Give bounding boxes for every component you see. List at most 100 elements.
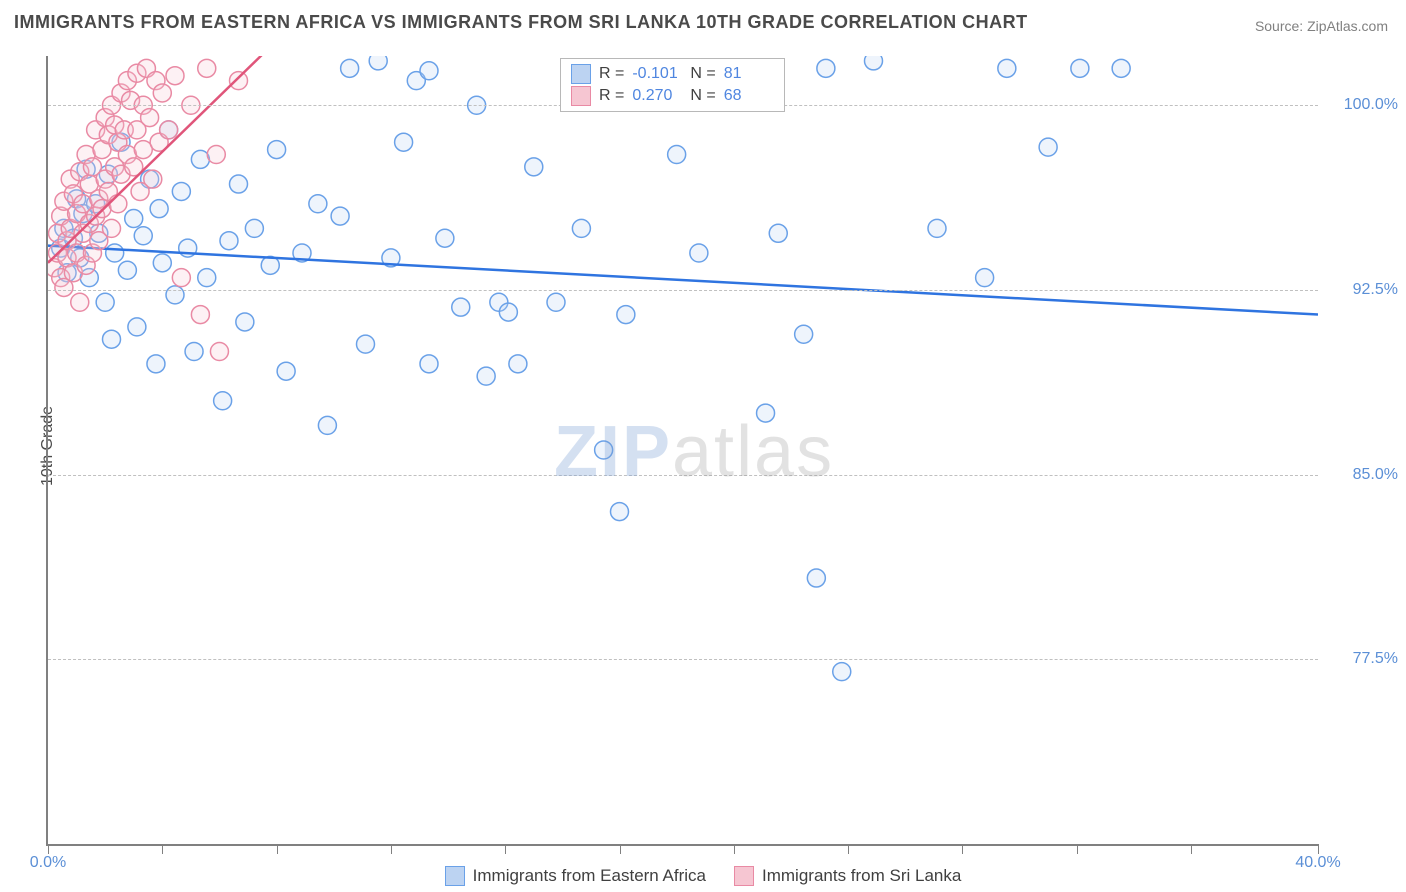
scatter-point [357,335,375,353]
scatter-point [331,207,349,225]
scatter-point [690,244,708,262]
scatter-point [144,170,162,188]
scatter-plot-area: 77.5%85.0%92.5%100.0%0.0%40.0% [46,56,1318,846]
scatter-point [976,269,994,287]
plot-svg [48,56,1318,844]
scatter-point [125,210,143,228]
chart-title: IMMIGRANTS FROM EASTERN AFRICA VS IMMIGR… [14,12,1028,33]
scatter-point [341,59,359,77]
legend-n-label: N = [690,63,715,85]
legend-swatch [445,866,465,886]
scatter-point [198,59,216,77]
scatter-point [833,663,851,681]
scatter-point [141,109,159,127]
x-tick-mark [962,844,963,854]
x-tick-mark [1077,844,1078,854]
scatter-point [153,84,171,102]
legend-n-value: 81 [724,63,774,85]
scatter-point [757,404,775,422]
x-tick-mark [48,844,49,854]
scatter-point [220,232,238,250]
legend-stat-row: R = -0.101 N = 81 [571,63,774,85]
scatter-point [214,392,232,410]
scatter-point [477,367,495,385]
scatter-point [547,293,565,311]
x-tick-mark [848,844,849,854]
scatter-point [150,200,168,218]
scatter-point [71,293,89,311]
scatter-point [1071,59,1089,77]
scatter-point [277,362,295,380]
x-tick-mark [734,844,735,854]
scatter-point [369,56,387,70]
legend-r-label: R = [599,63,624,85]
scatter-point [668,146,686,164]
x-tick-mark [391,844,392,854]
scatter-point [172,269,190,287]
x-tick-mark [162,844,163,854]
scatter-point [769,224,787,242]
scatter-point [525,158,543,176]
scatter-point [595,441,613,459]
x-tick-mark [1191,844,1192,854]
scatter-point [452,298,470,316]
legend-series-item: Immigrants from Sri Lanka [734,866,961,886]
scatter-point [106,244,124,262]
scatter-point [128,318,146,336]
legend-series-item: Immigrants from Eastern Africa [445,866,706,886]
legend-r-label: R = [599,85,624,107]
scatter-point [807,569,825,587]
legend-r-value: 0.270 [632,85,682,107]
scatter-point [230,72,248,90]
series-legend: Immigrants from Eastern Africa Immigrants… [0,866,1406,886]
x-tick-mark [505,844,506,854]
gridline-h [48,659,1318,660]
x-tick-mark [277,844,278,854]
scatter-point [147,355,165,373]
scatter-point [572,219,590,237]
scatter-point [166,286,184,304]
scatter-point [436,229,454,247]
legend-n-label: N = [690,85,715,107]
scatter-point [230,175,248,193]
legend-r-value: -0.101 [632,63,682,85]
scatter-point [420,355,438,373]
scatter-point [318,416,336,434]
trendline [48,246,1318,315]
scatter-point [617,306,635,324]
correlation-legend: R =-0.101N =81R =0.270N =68 [560,58,785,112]
scatter-point [245,219,263,237]
legend-swatch [571,86,591,106]
gridline-h [48,290,1318,291]
scatter-point [191,306,209,324]
scatter-point [118,261,136,279]
scatter-point [928,219,946,237]
scatter-point [160,121,178,139]
source-name: ZipAtlas.com [1307,18,1388,34]
legend-stat-row: R =0.270N =68 [571,85,774,107]
scatter-point [499,303,517,321]
source-attribution: Source: ZipAtlas.com [1255,18,1388,34]
scatter-point [172,182,190,200]
scatter-point [166,67,184,85]
scatter-point [103,219,121,237]
y-tick-label: 85.0% [1328,466,1398,484]
scatter-point [611,503,629,521]
x-tick-mark [1318,844,1319,854]
legend-swatch [734,866,754,886]
x-tick-mark [620,844,621,854]
legend-series-label: Immigrants from Eastern Africa [473,866,706,886]
y-tick-label: 77.5% [1328,650,1398,668]
scatter-point [207,146,225,164]
y-tick-label: 92.5% [1328,281,1398,299]
scatter-point [210,343,228,361]
y-tick-label: 100.0% [1328,96,1398,114]
scatter-point [185,343,203,361]
scatter-point [103,330,121,348]
gridline-h [48,475,1318,476]
scatter-point [268,141,286,159]
scatter-point [795,325,813,343]
legend-series-label: Immigrants from Sri Lanka [762,866,961,886]
legend-swatch [571,64,591,84]
scatter-point [236,313,254,331]
